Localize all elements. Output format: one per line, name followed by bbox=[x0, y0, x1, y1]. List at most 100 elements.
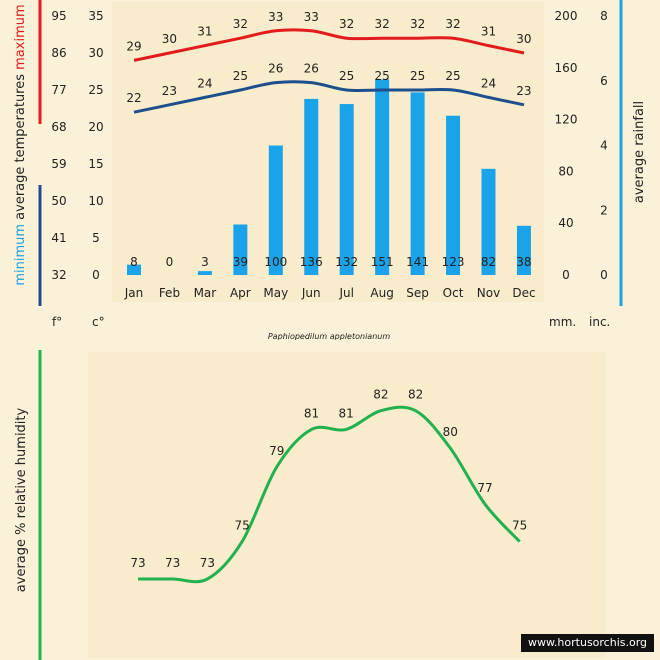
celsius-tick-label: 10 bbox=[88, 194, 103, 208]
fahrenheit-tick-label: 86 bbox=[51, 46, 66, 60]
temperatures-label: average temperatures bbox=[13, 70, 28, 220]
celsius-tick-label: 25 bbox=[88, 83, 103, 97]
rainfall-bar bbox=[481, 168, 496, 275]
rainfall-bar bbox=[304, 98, 319, 275]
month-label: Jun bbox=[301, 286, 321, 300]
humidity-line bbox=[138, 405, 521, 584]
humidity-value-label: 73 bbox=[130, 556, 145, 570]
unit-mm-label: mm. bbox=[549, 315, 576, 329]
plot-panel bbox=[112, 2, 544, 302]
fahrenheit-tick-label: 50 bbox=[51, 194, 66, 208]
plot-panel bbox=[88, 352, 606, 658]
humidity-value-label: 81 bbox=[339, 406, 354, 420]
fahrenheit-tick-label: 68 bbox=[51, 120, 66, 134]
minimum-value-label: 25 bbox=[233, 69, 248, 83]
humidity-value-label: 80 bbox=[443, 425, 458, 439]
maximum-value-label: 33 bbox=[268, 10, 283, 24]
rainfall-bar bbox=[197, 271, 212, 275]
month-label: Dec bbox=[512, 286, 535, 300]
rainfall-value-label: 141 bbox=[406, 255, 429, 269]
mm-tick-label: 40 bbox=[558, 216, 573, 230]
celsius-tick-label: 20 bbox=[88, 120, 103, 134]
month-label: May bbox=[263, 286, 288, 300]
minimum-value-label: 24 bbox=[481, 76, 496, 90]
rainfall-value-label: 132 bbox=[335, 255, 358, 269]
minimum-label: minimum bbox=[13, 220, 28, 286]
inch-tick-label: 2 bbox=[600, 203, 608, 217]
rainfall-value-label: 39 bbox=[233, 255, 248, 269]
temperature-axis-label: minimum average temperatures maximum bbox=[13, 4, 28, 285]
temperature-rainfall-chart: minimum average temperatures maximumaver… bbox=[13, 0, 647, 340]
rainfall-value-label: 82 bbox=[481, 255, 496, 269]
maximum-value-label: 32 bbox=[445, 17, 460, 31]
minimum-value-label: 22 bbox=[126, 91, 141, 105]
rainfall-bar bbox=[516, 225, 531, 275]
species-caption: Paphiopedilum appletonianum bbox=[268, 332, 390, 340]
humidity-value-label: 75 bbox=[512, 519, 527, 533]
mm-tick-label: 0 bbox=[562, 268, 570, 282]
month-label: Nov bbox=[477, 286, 500, 300]
celsius-tick-label: 5 bbox=[92, 231, 100, 245]
maximum-value-label: 30 bbox=[516, 32, 531, 46]
month-label: Apr bbox=[230, 286, 251, 300]
celsius-tick-label: 15 bbox=[88, 157, 103, 171]
fahrenheit-tick-label: 95 bbox=[51, 9, 66, 23]
rainfall-value-label: 123 bbox=[442, 255, 465, 269]
inch-tick-label: 6 bbox=[600, 74, 608, 88]
fahrenheit-tick-label: 77 bbox=[51, 83, 66, 97]
minimum-value-label: 23 bbox=[516, 84, 531, 98]
rainfall-value-label: 100 bbox=[264, 255, 287, 269]
celsius-tick-label: 35 bbox=[88, 9, 103, 23]
minimum-value-label: 26 bbox=[268, 62, 283, 76]
maximum-value-label: 31 bbox=[481, 25, 496, 39]
minimum-value-label: 25 bbox=[445, 69, 460, 83]
minimum-value-label: 24 bbox=[197, 76, 212, 90]
rainfall-value-label: 0 bbox=[166, 255, 174, 269]
fahrenheit-tick-label: 59 bbox=[51, 157, 66, 171]
mm-tick-label: 80 bbox=[558, 164, 573, 178]
maximum-value-label: 29 bbox=[126, 39, 141, 53]
month-label: Jan bbox=[124, 286, 144, 300]
rainfall-bar bbox=[339, 104, 354, 275]
fahrenheit-tick-label: 32 bbox=[51, 268, 66, 282]
inch-tick-label: 0 bbox=[600, 268, 608, 282]
rainfall-bar bbox=[127, 264, 141, 275]
humidity-value-label: 73 bbox=[200, 556, 215, 570]
humidity-value-label: 82 bbox=[373, 388, 388, 402]
celsius-tick-label: 30 bbox=[88, 46, 103, 60]
rainfall-bar bbox=[446, 115, 461, 275]
maximum-value-label: 32 bbox=[375, 17, 390, 31]
maximum-label: maximum bbox=[13, 4, 28, 70]
rainfall-value-label: 151 bbox=[371, 255, 394, 269]
minimum-value-label: 26 bbox=[304, 62, 319, 76]
unit-celsius-label: c° bbox=[92, 315, 105, 329]
month-label: Aug bbox=[370, 286, 393, 300]
humidity-value-label: 77 bbox=[477, 481, 492, 495]
maximum-value-label: 31 bbox=[197, 25, 212, 39]
rainfall-value-label: 3 bbox=[201, 255, 209, 269]
humidity-value-label: 75 bbox=[234, 519, 249, 533]
humidity-value-label: 73 bbox=[165, 556, 180, 570]
rainfall-value-label: 8 bbox=[130, 255, 138, 269]
rainfall-bar bbox=[375, 79, 390, 275]
minimum-value-label: 23 bbox=[162, 84, 177, 98]
rainfall-bar bbox=[268, 145, 283, 275]
month-label: Oct bbox=[443, 286, 464, 300]
maximum-value-label: 30 bbox=[162, 32, 177, 46]
month-label: Jul bbox=[338, 286, 353, 300]
inch-tick-label: 8 bbox=[600, 9, 608, 23]
humidity-axis-label: average % relative humidity bbox=[14, 407, 29, 592]
month-label: Sep bbox=[406, 286, 429, 300]
mm-tick-label: 200 bbox=[555, 9, 578, 23]
mm-tick-label: 120 bbox=[555, 113, 578, 127]
rainfall-axis-label: average rainfall bbox=[632, 101, 647, 203]
inch-tick-label: 4 bbox=[600, 139, 608, 153]
humidity-value-label: 82 bbox=[408, 388, 423, 402]
minimum-value-label: 25 bbox=[339, 69, 354, 83]
minimum-value-label: 25 bbox=[410, 69, 425, 83]
maximum-value-label: 32 bbox=[339, 17, 354, 31]
minimum-temperature-line bbox=[133, 80, 525, 114]
rainfall-value-label: 136 bbox=[300, 255, 323, 269]
humidity-value-label: 81 bbox=[304, 406, 319, 420]
